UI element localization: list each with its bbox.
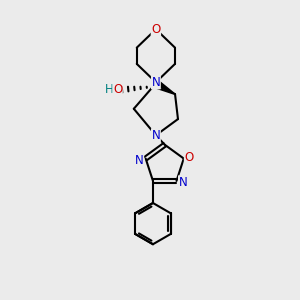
Text: N: N [135,154,144,166]
Text: N: N [152,129,160,142]
Text: O: O [184,151,194,164]
Polygon shape [154,80,175,94]
Text: O: O [113,82,122,95]
Text: O: O [151,23,160,36]
Text: H: H [105,82,114,95]
Text: N: N [178,176,187,189]
Text: N: N [152,76,160,89]
